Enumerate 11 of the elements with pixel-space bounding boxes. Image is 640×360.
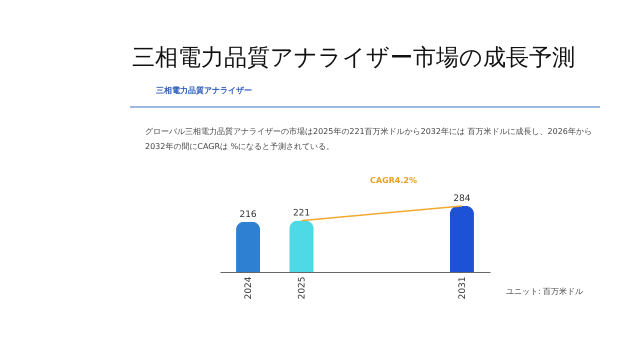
chart-subtitle: 三相電力品質アナライザー <box>156 85 252 96</box>
text: ユニット: 百万米ドル <box>506 286 584 297</box>
data-label: 221 <box>292 208 310 219</box>
x-tick-label: 2031 <box>458 276 468 300</box>
text: グローバル三相電力品質アナライザーの市場は2025年の221百万米ドルから2032年には 百万米ドルに成長し、2026年から2032年の間にCAGRは %になると予測されている。 <box>145 126 593 153</box>
data-label: 284 <box>453 194 471 204</box>
data-label: 216 <box>239 210 257 220</box>
x-tick-label: 2025 <box>298 276 308 300</box>
chart-title: 三相電力品質アナライザー市場の成長予測 <box>132 44 575 73</box>
x-tick-label: 2024 <box>244 276 254 300</box>
text: CAGR4.2% <box>370 176 417 185</box>
